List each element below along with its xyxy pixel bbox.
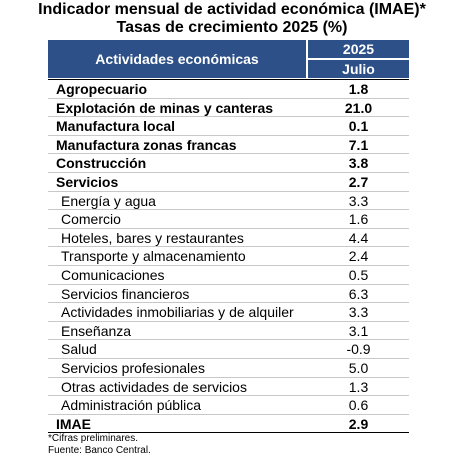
table-row: IMAE 2.9 <box>48 415 409 434</box>
row-value: 1.8 <box>348 81 369 97</box>
row-label: Comercio <box>61 211 121 228</box>
table-row: Explotación de minas y canteras 21.0 <box>48 99 409 118</box>
row-label: Transporte y almacenamiento <box>61 248 246 265</box>
table-row: Servicios profesionales 5.0 <box>48 359 409 378</box>
table-row: Manufactura zonas francas 7.1 <box>48 136 409 155</box>
row-value: 0.5 <box>348 266 369 283</box>
row-label: IMAE <box>56 415 91 432</box>
header-activities: Actividades económicas <box>48 40 306 78</box>
page-title: Indicador mensual de actividad económica… <box>38 1 426 18</box>
row-value: -0.9 <box>346 341 371 358</box>
row-value: 2.9 <box>348 415 369 432</box>
table-row: Energía y agua 3.3 <box>48 192 409 211</box>
row-label: Servicios profesionales <box>61 359 205 376</box>
table-top-rule <box>48 79 409 80</box>
table-row: Servicios 2.7 <box>48 173 409 192</box>
header-year: 2025 <box>308 40 409 58</box>
row-value: 3.1 <box>348 322 369 339</box>
footnote-preliminary: *Cifras preliminares. <box>48 433 139 444</box>
row-label: Servicios <box>56 173 119 190</box>
row-value: 7.1 <box>348 136 369 153</box>
table-row: Salud -0.9 <box>48 340 409 359</box>
row-value: 3.3 <box>348 192 369 209</box>
table-row: Comercio 1.6 <box>48 210 409 229</box>
footnote-source: Fuente: Banco Central. <box>48 445 151 456</box>
table-row: Manufactura local 0.1 <box>48 117 409 136</box>
header-month: Julio <box>308 60 409 78</box>
row-label: Actividades inmobiliarias y de alquiler <box>61 304 294 321</box>
table-row: Servicios financieros 6.3 <box>48 285 409 304</box>
table-row: Administración pública 0.6 <box>48 396 409 415</box>
row-label: Salud <box>61 341 97 358</box>
row-value: 3.3 <box>348 304 369 321</box>
table-row: Hoteles, bares y restaurantes 4.4 <box>48 229 409 248</box>
row-value: 1.3 <box>348 378 369 395</box>
row-value: 2.4 <box>348 248 369 265</box>
data-table: Agropecuario 1.8 Explotación de minas y ca… <box>48 80 409 434</box>
row-value: 1.6 <box>348 211 369 228</box>
table-row: Construcción 3.8 <box>48 154 409 173</box>
row-label: Agropecuario <box>56 81 148 97</box>
row-label: Servicios financieros <box>61 285 190 302</box>
row-value: 5.0 <box>348 359 369 376</box>
table-row: Actividades inmobiliarias y de alquiler 3… <box>48 303 409 322</box>
row-label: Explotación de minas y canteras <box>56 99 274 116</box>
row-value: 21.0 <box>344 99 373 116</box>
table-row: Agropecuario 1.8 <box>48 80 409 99</box>
page-subtitle: Tasas de crecimiento 2025 (%) <box>116 19 348 36</box>
row-label: Hoteles, bares y restaurantes <box>61 229 244 246</box>
row-label: Comunicaciones <box>61 266 165 283</box>
row-value: 2.7 <box>348 173 369 190</box>
table-row: Transporte y almacenamiento 2.4 <box>48 247 409 266</box>
row-value: 3.8 <box>348 155 369 172</box>
row-label: Energía y agua <box>61 192 156 209</box>
row-label: Construcción <box>56 155 147 172</box>
table-row: Otras actividades de servicios 1.3 <box>48 378 409 397</box>
row-value: 4.4 <box>348 229 369 246</box>
row-value: 0.1 <box>348 118 369 135</box>
row-value: 6.3 <box>348 285 369 302</box>
row-label: Administración pública <box>61 397 202 414</box>
row-label: Otras actividades de servicios <box>61 378 247 395</box>
row-label: Manufactura local <box>56 118 176 135</box>
row-value: 0.6 <box>348 397 369 414</box>
row-label: Manufactura zonas francas <box>56 136 237 153</box>
row-label: Enseñanza <box>61 322 132 339</box>
table-row: Comunicaciones 0.5 <box>48 266 409 285</box>
table-row: Enseñanza 3.1 <box>48 322 409 341</box>
